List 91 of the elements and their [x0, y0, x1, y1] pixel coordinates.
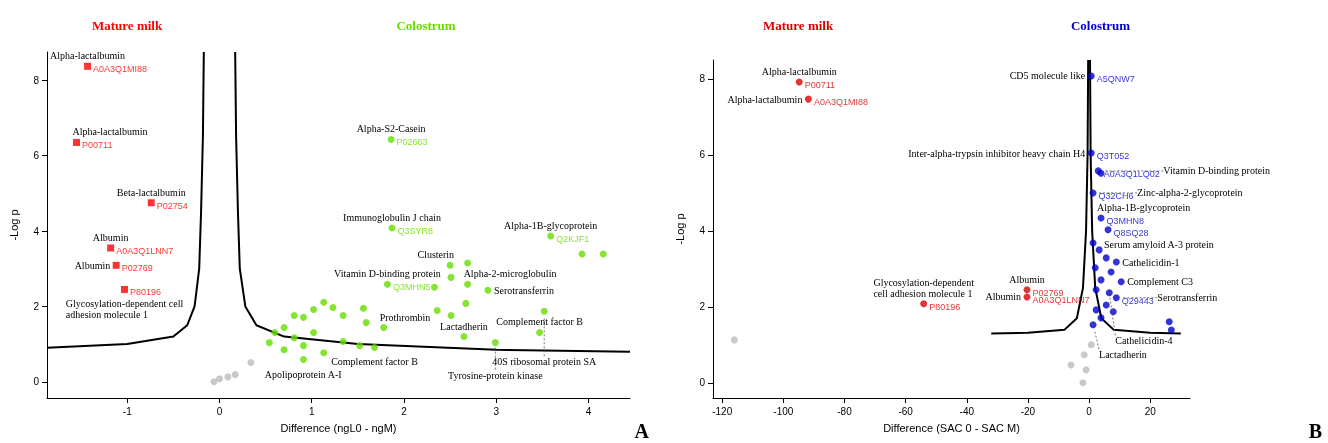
annotation: Complement factor B: [331, 356, 419, 368]
annotation: Tyrosine-protein kinase: [448, 369, 544, 381]
x-tick-label: -1: [122, 405, 133, 417]
data-label: P02769: [121, 263, 153, 274]
annotation: Alpha-lactalbumin: [50, 50, 126, 62]
y-tick-label: 6: [33, 150, 40, 162]
data-label: Q3SYR8: [397, 226, 434, 237]
text: Mature milk: [763, 18, 834, 33]
data-label: P02769: [1032, 287, 1064, 298]
y-tick-label: 0: [33, 376, 40, 388]
data-label: P80196: [129, 287, 162, 298]
x-axis-title: Difference (ngL0 - ngM): [280, 421, 397, 434]
text: Mature milk: [92, 18, 163, 33]
annotation: Prothrombin: [379, 311, 431, 323]
data-label: A0A3Q1LNN7: [116, 245, 174, 256]
y-tick-label: 2: [33, 300, 40, 312]
data-label: P80196: [929, 301, 961, 312]
annotation: Serum amyloid A-3 protein: [1104, 238, 1214, 250]
annotation: Alpha-S2-Casein: [356, 123, 426, 135]
annotation: Inter-alpha-trypsin inhibitor heavy chain H4: [908, 147, 1086, 159]
data-label: Q8SQ28: [1113, 227, 1149, 238]
annotation: Alpha-1B-glycoprotein: [504, 219, 598, 231]
annotation: Beta-lactalbumin: [116, 186, 186, 198]
y-tick-label: 6: [699, 149, 706, 161]
x-tick-label: 0: [1086, 405, 1093, 417]
data-label: P00711: [804, 80, 836, 91]
annotation: Cathelicidin-4: [1115, 335, 1173, 347]
annotation: Albumin: [74, 259, 111, 271]
annotation: Clusterin: [417, 249, 455, 261]
data-label: P00711: [82, 140, 113, 151]
x-tick-label: -40: [959, 405, 975, 417]
text: A: [634, 420, 650, 442]
y-tick-label: 0: [699, 377, 706, 389]
x-tick-label: -120: [712, 405, 733, 417]
annotation: Immunoglobulin J chain: [343, 212, 441, 224]
x-tick-label: -100: [773, 405, 794, 417]
annotation: CD5 molecule like: [1009, 70, 1086, 82]
annotation: Cathelicidin-1: [1122, 256, 1180, 268]
annotation: Serotransferrin: [1157, 292, 1218, 304]
x-tick-label: 20: [1144, 405, 1157, 417]
annotation: Glycosylation-dependent cell adhesion molecule 1: [65, 298, 184, 321]
annotation: Alpha-1B-glycoprotein: [1097, 201, 1191, 213]
annotation: Albumin: [92, 231, 129, 243]
annotation: Alpha-lactalbumin: [72, 126, 148, 138]
data-label: Q3MHN8: [1106, 215, 1145, 226]
data-label: Q29443: [1121, 295, 1154, 306]
x-tick-label: 1: [308, 405, 315, 417]
data-label: Q3T052: [1096, 151, 1130, 162]
annotation: Alpha-2-microglobulin: [463, 268, 557, 280]
y-tick-label: 8: [699, 73, 706, 85]
x-tick-label: 0: [216, 405, 223, 417]
annotation: Vitamin D-binding protein: [1163, 165, 1270, 177]
text: Colostrum: [396, 18, 456, 33]
annotation: Apolipoprotein A-I: [264, 368, 342, 380]
annotation: Serotransferrin: [493, 284, 554, 296]
annotation: Albumin: [985, 291, 1022, 303]
annotation: Albumin: [1009, 273, 1045, 285]
y-axis-title: -Log p: [7, 209, 20, 241]
y-tick-label: 2: [699, 301, 706, 313]
data-label: A0A3Q1MI88: [813, 97, 868, 108]
x-tick-label: 2: [401, 405, 408, 417]
x-tick-label: -80: [837, 405, 853, 417]
x-axis-title: Difference (SAC 0 - SAC M): [883, 421, 1020, 434]
annotation: 40S ribosomal protein SA: [492, 356, 598, 368]
data-label: A5QNW7: [1096, 73, 1135, 84]
annotation: Alpha-lactalbumin: [727, 93, 803, 105]
annotation: Zinc-alpha-2-glycoprotein: [1137, 187, 1243, 199]
y-tick-label: 4: [33, 225, 40, 237]
y-axis-title: -Log p: [673, 213, 686, 245]
annotation: Alpha-lactalbumin: [761, 66, 837, 78]
data-label: A0A3Q1LQ02: [1103, 168, 1160, 179]
text: Colostrum: [1070, 18, 1131, 33]
data-label: P02663: [396, 137, 428, 148]
annotation: Complement factor B: [496, 316, 584, 328]
x-tick-label: 3: [493, 405, 500, 417]
data-label: Q2KJF1: [556, 233, 590, 244]
annotation: Lactadherin: [440, 320, 488, 332]
y-tick-label: 4: [699, 225, 706, 237]
data-label: Q3MHN5: [392, 282, 431, 293]
data-label: P02754: [156, 200, 188, 211]
text: B: [1308, 420, 1322, 442]
annotation: Complement C3: [1127, 276, 1194, 288]
data-label: A0A3Q1MI88: [93, 64, 148, 75]
data-label: Q32CH6: [1098, 190, 1134, 201]
x-tick-label: 4: [585, 405, 592, 417]
annotation: Vitamin D-binding protein: [334, 268, 441, 280]
annotation: Glycosylation-dependent cell adhesion molecule 1: [873, 276, 975, 299]
y-tick-label: 8: [33, 74, 40, 86]
x-tick-label: -60: [898, 405, 914, 417]
annotation: Lactadherin: [1099, 349, 1147, 361]
x-tick-label: -20: [1020, 405, 1036, 417]
